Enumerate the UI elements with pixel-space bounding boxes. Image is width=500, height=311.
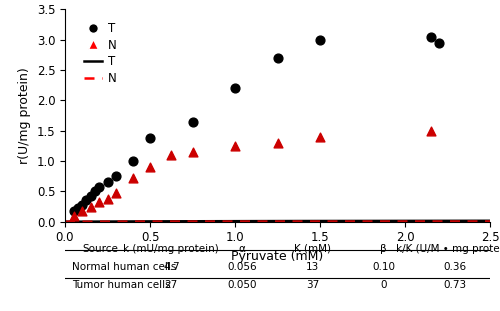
Legend: T, N, T, N: T, N, T, N	[80, 17, 121, 90]
Point	[70, 213, 78, 218]
Point	[70, 208, 78, 213]
Point	[78, 202, 86, 207]
Point	[129, 175, 137, 180]
Point	[95, 185, 103, 190]
Point	[146, 136, 154, 141]
Point	[426, 128, 434, 133]
Point	[167, 152, 175, 157]
Point	[188, 119, 196, 124]
Point	[95, 200, 103, 205]
Point	[104, 180, 112, 185]
Point	[274, 140, 281, 145]
Point	[86, 204, 94, 209]
Point	[188, 150, 196, 155]
Point	[82, 198, 90, 203]
Point	[74, 206, 82, 211]
Point	[129, 159, 137, 164]
Point	[426, 34, 434, 39]
Point	[112, 174, 120, 179]
Point	[86, 194, 94, 199]
Point	[78, 208, 86, 213]
Point	[316, 134, 324, 139]
Point	[231, 143, 239, 148]
X-axis label: Pyruvate (mM): Pyruvate (mM)	[232, 250, 324, 263]
Point	[104, 196, 112, 201]
Point	[112, 190, 120, 195]
Point	[231, 86, 239, 91]
Point	[146, 165, 154, 169]
Y-axis label: r(U/mg protein): r(U/mg protein)	[18, 67, 31, 164]
Point	[316, 37, 324, 42]
Point	[435, 40, 443, 45]
Point	[91, 189, 99, 194]
Point	[274, 55, 281, 60]
